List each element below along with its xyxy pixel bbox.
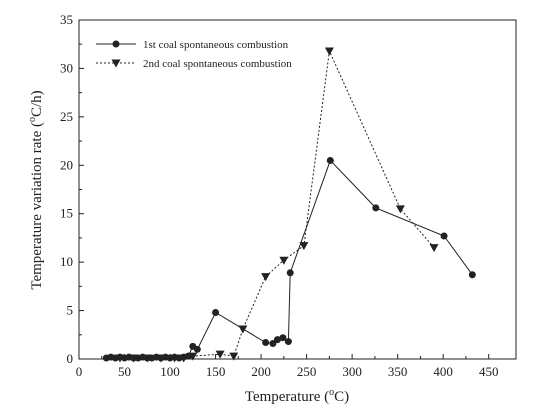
series-2-point: [115, 354, 125, 363]
y-tick-label: 0: [67, 351, 74, 366]
series-2-point: [170, 354, 180, 363]
legend: 1st coal spontaneous combustion 2nd coal …: [96, 39, 292, 70]
series-1-line: [106, 159, 473, 359]
ticks: 0 50 100 150 200 250 300 350 400 450 0 5 10 15 20 25 30 3…: [60, 12, 498, 379]
series-1-point: [372, 204, 380, 212]
y-tick-label: 15: [60, 206, 73, 221]
x-tick-label: 250: [297, 364, 317, 379]
series-2-point: [279, 256, 289, 265]
y-tick-label: 35: [60, 12, 73, 27]
legend-label: 2nd coal spontaneous combustion: [143, 58, 292, 70]
series-2-point: [156, 354, 166, 363]
legend-marker: [112, 40, 120, 48]
y-tick-label: 25: [60, 109, 73, 124]
series-2-point: [215, 350, 225, 359]
x-tick-label: 450: [479, 364, 499, 379]
series-1-point: [193, 345, 201, 353]
x-tick-label: 100: [160, 364, 180, 379]
x-tick-label: 350: [388, 364, 408, 379]
x-tick-label: 0: [76, 364, 83, 379]
x-tick-label: 150: [206, 364, 226, 379]
legend-label: 1st coal spontaneous combustion: [143, 39, 289, 51]
plot-frame: [78, 19, 517, 360]
x-axis-title: Temperature (oC): [245, 387, 349, 405]
series-1-point: [284, 338, 292, 346]
y-tick-label: 5: [67, 303, 74, 318]
series-1-point: [468, 271, 476, 279]
series-2-point: [429, 244, 439, 253]
series-1-point: [440, 232, 448, 240]
series-2-point: [395, 205, 405, 214]
y-tick-label: 30: [60, 60, 73, 75]
x-tick-label: 200: [251, 364, 271, 379]
series-1-point: [279, 334, 287, 342]
series-1-point: [326, 156, 334, 164]
series-1-point: [286, 269, 294, 277]
x-tick-label: 300: [342, 364, 362, 379]
series-2-point: [188, 352, 198, 361]
x-tick-label: 400: [433, 364, 453, 379]
x-tick-label: 50: [118, 364, 131, 379]
series-2-point: [299, 242, 309, 251]
y-tick-label: 20: [60, 157, 73, 172]
series-2-point: [238, 325, 248, 334]
series-2-line: [120, 49, 435, 359]
y-tick-label: 10: [60, 254, 73, 269]
series-2-point: [142, 354, 152, 363]
series-2-point: [261, 273, 271, 282]
legend-marker: [111, 59, 121, 68]
y-axis-title: Temperature variation rate (oC/h): [27, 90, 45, 289]
series-2-point: [129, 354, 139, 363]
series-2-point: [229, 352, 239, 361]
series-2-point: [324, 47, 334, 56]
series-1-point: [262, 339, 270, 347]
series-2-point: [179, 354, 189, 363]
series-1-point: [212, 309, 220, 317]
series-1-point: [273, 336, 281, 344]
series-layer: [102, 47, 476, 363]
series-1-point: [269, 340, 277, 348]
